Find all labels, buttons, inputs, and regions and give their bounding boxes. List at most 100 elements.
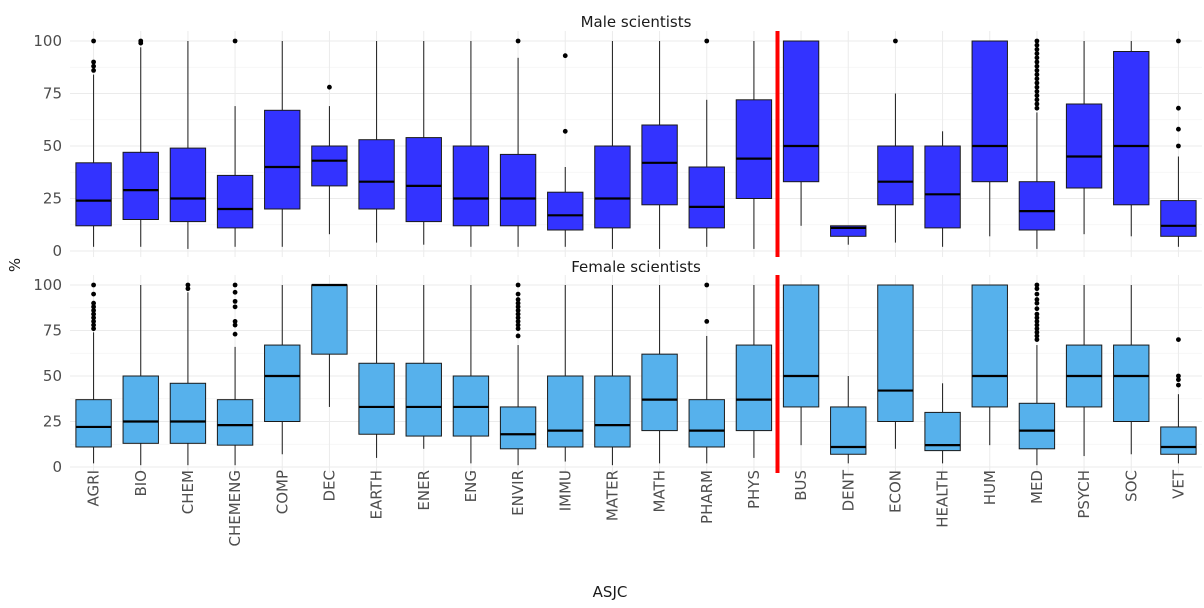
outlier-point [893,38,898,44]
outlier-point [1034,337,1040,342]
box-vet [1160,200,1197,237]
y-tick-label: 100 [33,32,62,50]
box-chemeng [216,174,254,229]
outlier-point [232,298,238,304]
x-tick-label: HEALTH [934,470,952,528]
outlier-point [515,297,521,302]
outlier-point [1176,126,1181,132]
y-tick-label: 25 [43,190,62,208]
y-tick-label: 25 [43,413,62,431]
box-dec [311,284,348,355]
outlier-point [1034,97,1040,103]
box-envir [499,406,537,450]
x-tick-label: PHARM [698,470,716,524]
outlier-point [1034,297,1040,302]
outlier-point [91,326,96,332]
x-axis-title: ASJC [593,583,628,601]
outlier-point [515,333,521,339]
box-earth [358,362,395,435]
outlier-point [1176,337,1181,342]
outlier-point [1034,282,1040,288]
y-tick-label: 75 [43,85,62,103]
box-econ [877,145,914,206]
box-mater [594,145,631,229]
x-tick-label: MATER [603,470,621,521]
x-tick-label: IMMU [556,470,574,511]
outlier-point [515,308,521,313]
x-tick-label: PSYCH [1075,470,1093,519]
outlier-point [562,53,568,59]
outlier-point [232,331,238,337]
outlier-point [232,289,238,295]
outlier-point [91,38,96,44]
outlier-point [232,319,238,324]
outlier-point [515,38,521,44]
x-tick-label: HUM [981,470,999,505]
outlier-point [91,291,96,297]
y-tick-label: 0 [52,458,62,476]
outlier-point [91,315,96,321]
box-envir [499,153,537,227]
outlier-point [91,308,96,313]
box-comp [264,109,301,210]
outlier-point [1034,38,1040,44]
box-hum [971,284,1008,408]
outlier-point [185,286,191,292]
box-chemeng [216,399,254,446]
outlier-point [515,300,521,306]
outlier-point [1034,319,1040,324]
box-hum [971,40,1008,183]
outlier-point [1034,315,1040,321]
x-tick-label: BUS [792,470,810,501]
box-ener [405,137,442,223]
outlier-point [704,282,710,288]
outlier-point [515,319,521,324]
outlier-point [91,68,96,73]
outlier-point [704,38,710,44]
outlier-point [1176,143,1181,149]
box-phys [735,344,773,432]
outlier-point [1034,72,1040,77]
outlier-point [515,326,521,332]
outlier-point [327,84,332,90]
outlier-point [1034,68,1040,73]
outlier-point [1034,80,1040,86]
outlier-point [515,291,521,297]
x-tick-label: CHEM [179,470,197,514]
outlier-point [1034,59,1040,65]
outlier-point [1034,76,1040,82]
outlier-point [515,304,521,310]
labels-layer: Male scientists 0 25 50 75 100 Female scientis… [33,13,1187,547]
outlier-point [1034,300,1040,306]
outlier-point [91,304,96,310]
x-tick-label: PHYS [745,470,763,509]
box-bio [122,151,159,220]
box-bus [782,284,820,408]
outlier-point [1034,89,1040,94]
outlier-point [1176,105,1181,111]
outlier-point [1034,93,1040,98]
box-soc [1113,344,1150,422]
outlier-point [1034,55,1040,61]
box-chem [169,147,207,223]
outlier-point [91,311,96,317]
y-tick-label: 0 [52,242,62,260]
x-tick-label: BIO [132,470,150,497]
outlier-point [515,311,521,317]
box-immu [547,191,584,231]
box-health [924,145,961,229]
outlier-point [704,319,710,324]
box-eng [452,145,490,227]
outlier-point [1034,326,1040,332]
y-axis-title: % [6,258,24,272]
outlier-point [91,322,96,328]
outlier-point [1034,286,1040,292]
x-tick-label: VET [1169,469,1187,499]
box-comp [264,344,301,422]
box-immu [547,375,584,448]
outlier-point [232,304,238,310]
outlier-point [91,59,96,65]
outlier-point [1034,329,1040,335]
outlier-point [91,300,96,306]
